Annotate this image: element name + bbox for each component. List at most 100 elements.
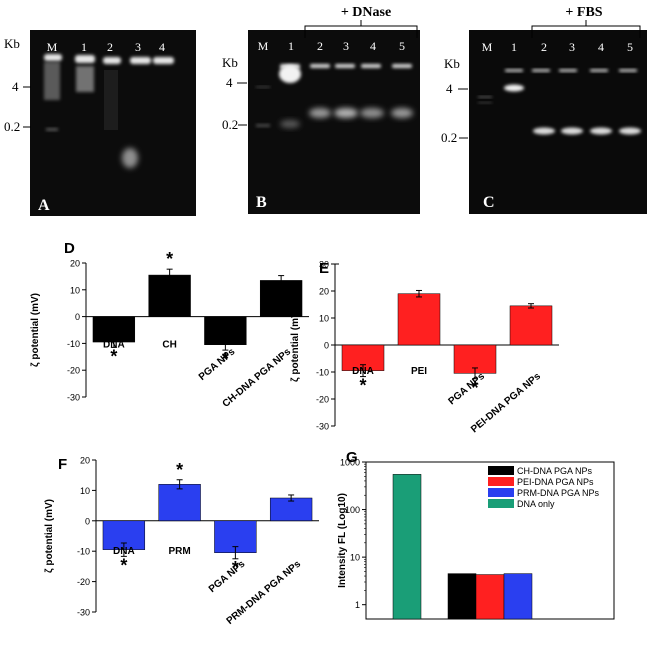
gel-b-lane-label-1: 1 (288, 39, 294, 53)
category-label: PEI (411, 366, 427, 377)
gel-c-lane-label-m: M (482, 40, 493, 54)
gel-c-lane-label-5: 5 (627, 40, 633, 54)
gel-b-lane2-band (309, 108, 331, 118)
gel-c-bracket (531, 20, 641, 38)
y-axis-label: ζ potential (mV) (44, 499, 55, 573)
panel-letter: G (346, 449, 358, 466)
legend-swatch (488, 466, 514, 475)
significance-star: * (359, 376, 366, 396)
gel-b-marker-band (256, 124, 270, 127)
gel-c-lane3-band (561, 127, 583, 135)
significance-star: * (166, 249, 173, 269)
y-axis-label: Intensity FL (Log10) (337, 493, 348, 588)
gel-b-lane1-low-band (280, 120, 300, 128)
y-tick-label: 1000 (340, 458, 360, 468)
gel-b-lane1-band (279, 65, 301, 83)
gel-c-well-5 (619, 69, 637, 72)
gel-b-lane-label-3: 3 (343, 39, 349, 53)
gel-b-lane3-band (334, 108, 358, 118)
gel-a-well-2 (103, 57, 121, 64)
y-tick-label: -30 (77, 608, 90, 618)
y-tick-label: -20 (316, 395, 329, 405)
category-label: PGA NPs (207, 558, 248, 595)
y-tick-label: 20 (319, 287, 329, 297)
gel-a-marker-band-low (46, 128, 58, 131)
y-tick-label: -30 (67, 393, 80, 403)
legend-label: PRM-DNA PGA NPs (517, 488, 600, 498)
y-tick-label: 100 (345, 505, 360, 515)
y-tick-label: 0 (85, 516, 90, 526)
bar-ch-dna-pga-nps (447, 573, 477, 620)
gel-c-lane-label-1: 1 (511, 40, 517, 54)
bar-ch-dna-pga-nps (259, 280, 303, 317)
category-label: PGA NPs (447, 371, 488, 408)
gel-a-wells (44, 54, 174, 64)
bar-pei-dna-pga-nps (509, 305, 553, 346)
gel-b-lane-label-m: M (258, 39, 269, 53)
gel-a-marker-label-0-2: 0.2 (4, 119, 20, 134)
panel-letter: D (64, 240, 75, 257)
y-tick-label: 0 (324, 341, 329, 351)
gel-c-marker-label-4: 4 (446, 81, 453, 96)
gel-c-bands (478, 84, 641, 135)
significance-star: * (176, 460, 183, 480)
bar-dna-only (392, 474, 422, 620)
gel-b-lane4-band (360, 108, 384, 118)
y-tick-label: 20 (80, 456, 90, 466)
significance-star: * (222, 349, 229, 369)
gel-c-lane-label-2: 2 (541, 40, 547, 54)
gel-b-well-2 (310, 64, 330, 68)
gel-b-well-3 (335, 64, 355, 68)
gel-c-marker-label-0-2: 0.2 (441, 130, 457, 145)
gel-b-panel-letter: B (256, 194, 267, 211)
gel-a-lane-label-1: 1 (81, 40, 87, 54)
gel-b-lane-label-2: 2 (317, 39, 323, 53)
y-tick-label: -30 (316, 422, 329, 432)
gel-b-lane-label-4: 4 (370, 39, 376, 53)
gel-a-lane2-smear (104, 70, 118, 130)
significance-star: * (120, 555, 127, 575)
gel-a-marker-smear (44, 62, 60, 100)
gel-b-bracket (304, 20, 418, 38)
category-label: DNA (113, 546, 135, 557)
gel-c-lane-label-3: 3 (569, 40, 575, 54)
bar-prm-dna-pga-nps (503, 573, 533, 620)
gel-b-bands (256, 65, 413, 128)
gel-a-marker-label-4: 4 (12, 79, 19, 94)
gel-c-lane5-band (619, 127, 641, 135)
category-label: CH (162, 340, 176, 351)
gel-c-lane-label-4: 4 (598, 40, 604, 54)
gel-a-lane1-band (76, 66, 94, 92)
y-axis-label: ζ potential (mV) (290, 308, 301, 382)
gel-a-lane-label-m: M (47, 40, 58, 54)
gel-c-lane4-band (590, 127, 612, 135)
gel-b-lane5-band (391, 108, 413, 118)
panel-letter: F (58, 456, 67, 473)
category-label: DNA (103, 340, 125, 351)
gel-panel-a: Kb 4 0.2 M 1 2 3 4 A (4, 30, 196, 216)
bar-ch (148, 274, 191, 317)
gel-b-marker-label-4: 4 (226, 75, 233, 90)
bar-pei-dna-pga-nps (475, 574, 505, 620)
y-tick-label: -10 (67, 339, 80, 349)
y-tick-label: -20 (67, 366, 80, 376)
bar-pei (397, 293, 441, 346)
y-tick-label: 10 (319, 314, 329, 324)
significance-star: * (232, 558, 239, 578)
gel-c-well-3 (559, 69, 577, 72)
gel-c-kb-label: Kb (444, 56, 460, 71)
y-tick-label: 10 (80, 486, 90, 496)
legend-label: CH-DNA PGA NPs (517, 466, 593, 476)
y-axis-label: ζ potential (mV) (30, 293, 41, 367)
gel-panel-c: Kb 4 0.2 M 1 2 3 4 5 + FBS C (441, 5, 647, 214)
y-tick-label: 0 (75, 312, 80, 322)
gel-c-well-4 (590, 69, 608, 72)
legend-swatch (488, 477, 514, 486)
gel-a-bands (44, 62, 138, 168)
gel-c-bracket-label: + FBS (565, 5, 602, 20)
gel-b-kb-label: Kb (222, 55, 238, 70)
gel-a-lane3-band (122, 148, 138, 168)
